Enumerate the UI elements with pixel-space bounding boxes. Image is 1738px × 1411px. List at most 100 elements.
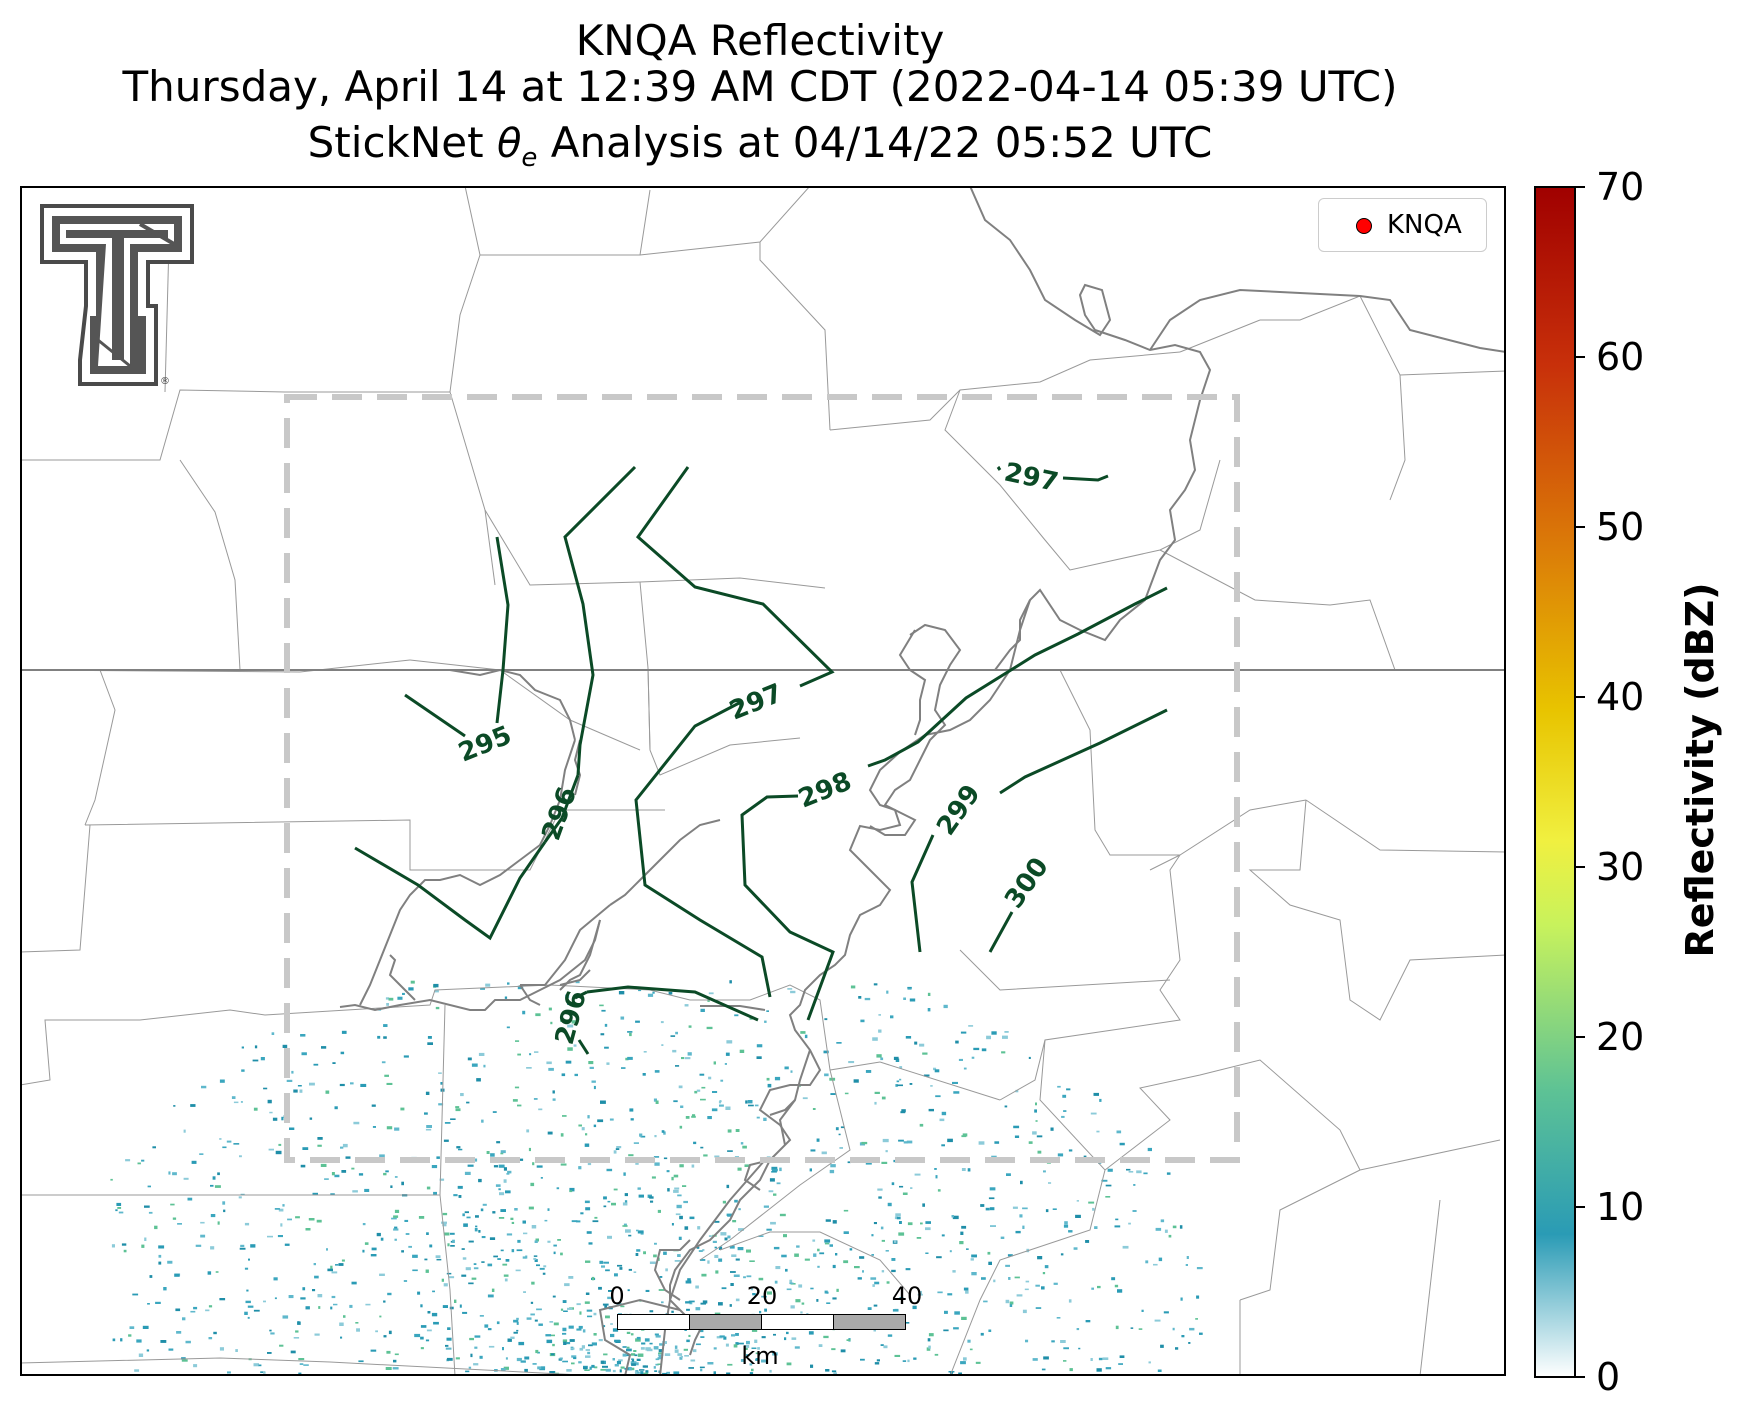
echo-pixel [627, 1056, 633, 1060]
echo-pixel [128, 1334, 132, 1337]
echo-pixel [651, 1176, 656, 1179]
echo-pixel [316, 1219, 322, 1223]
echo-pixel [567, 1307, 573, 1310]
echo-pixel [658, 1355, 662, 1358]
echo-pixel [700, 1146, 704, 1149]
echo-pixel [733, 1344, 738, 1348]
echo-pixel [654, 1242, 657, 1245]
echo-pixel [412, 1254, 418, 1258]
echo-pixel [734, 1014, 739, 1017]
echo-pixel [962, 1133, 968, 1137]
echo-pixel [737, 1247, 744, 1251]
echo-pixel [383, 1300, 386, 1303]
echo-pixel [809, 1168, 812, 1172]
echo-pixel [649, 1342, 653, 1345]
echo-pixel [187, 1197, 193, 1201]
echo-pixel [452, 1239, 455, 1243]
echo-pixel [260, 1371, 266, 1373]
colorbar-tick-20: 20 [1596, 1015, 1645, 1059]
echo-pixel [930, 1085, 933, 1087]
echo-pixel [674, 1349, 679, 1353]
echo-pixel [819, 1252, 825, 1255]
echo-pixel [331, 1271, 338, 1274]
echo-pixel [446, 1357, 453, 1361]
echo-pixel [599, 1260, 604, 1264]
echo-pixel [738, 1228, 744, 1231]
echo-pixel [961, 1225, 967, 1229]
echo-pixel [1009, 1301, 1014, 1305]
echo-pixel [631, 1358, 635, 1362]
texas-tech-logo: ® [40, 204, 194, 387]
echo-pixel [338, 1263, 344, 1266]
echo-pixel [518, 1341, 525, 1346]
echo-pixel [708, 992, 714, 995]
echo-pixel [152, 1146, 156, 1149]
echo-pixel [880, 1226, 884, 1230]
echo-pixel [1068, 1299, 1072, 1303]
echo-pixel [486, 1151, 490, 1154]
echo-pixel [1076, 1200, 1079, 1202]
echo-pixel [448, 1276, 455, 1279]
echo-pixel [640, 1347, 645, 1350]
echo-pixel [865, 1163, 872, 1165]
echo-pixel [724, 1063, 727, 1065]
echo-pixel [764, 1308, 767, 1312]
echo-pixel [1000, 1236, 1005, 1239]
echo-pixel [364, 1242, 369, 1245]
echo-pixel [943, 1004, 948, 1009]
echo-pixel [470, 1353, 473, 1358]
echo-pixel [281, 1116, 284, 1121]
echo-pixel [618, 991, 625, 995]
echo-pixel [410, 980, 415, 984]
echo-pixel [667, 1188, 670, 1192]
echo-pixel [623, 1172, 626, 1176]
echo-pixel [1105, 1184, 1112, 1187]
echo-pixel [1136, 1170, 1142, 1174]
echo-pixel [1035, 1102, 1037, 1106]
echo-pixel [1016, 1294, 1023, 1297]
echo-pixel [280, 1223, 283, 1227]
echo-pixel [707, 1362, 714, 1365]
echo-pixel [634, 1354, 638, 1357]
echo-pixel [288, 1295, 294, 1299]
echo-pixel [158, 1261, 162, 1265]
echo-pixel [1005, 1264, 1010, 1267]
echo-pixel [914, 1041, 918, 1045]
echo-pixel [564, 1342, 571, 1345]
echo-pixel [190, 1310, 196, 1313]
echo-pixel [657, 1363, 661, 1365]
echo-pixel [891, 1182, 895, 1186]
echo-pixel [172, 1172, 177, 1176]
echo-pixel [330, 1306, 333, 1310]
echo-pixel [601, 1265, 605, 1268]
echo-pixel [699, 1073, 705, 1076]
echo-pixel [355, 1322, 359, 1324]
echo-pixel [522, 1256, 527, 1259]
echo-pixel [1052, 1208, 1057, 1210]
echo-pixel [112, 1338, 116, 1342]
echo-pixel [757, 1347, 760, 1350]
echo-pixel [342, 1143, 348, 1148]
contour-296-south [354, 841, 547, 941]
echo-pixel [779, 1213, 786, 1217]
echo-pixel [163, 1287, 167, 1291]
echo-pixel [343, 1315, 346, 1318]
echo-pixel [832, 1297, 837, 1300]
echo-pixel [562, 1332, 567, 1335]
echo-pixel [671, 1310, 674, 1313]
echo-pixel [268, 1148, 274, 1151]
echo-pixel [870, 1277, 877, 1280]
echo-pixel [191, 1160, 197, 1164]
echo-pixel [1022, 1207, 1028, 1210]
echo-pixel [201, 1085, 207, 1089]
echo-pixel [600, 1033, 605, 1036]
echo-pixel [567, 1047, 573, 1051]
echo-pixel [505, 1259, 510, 1262]
echo-pixel [212, 1176, 216, 1180]
echo-pixel [379, 1315, 382, 1318]
echo-pixel [487, 1328, 492, 1331]
echo-pixel [547, 1131, 553, 1135]
colorbar-ticks [1575, 186, 1585, 1378]
echo-pixel [684, 1226, 689, 1230]
echo-pixel [1098, 1357, 1103, 1361]
